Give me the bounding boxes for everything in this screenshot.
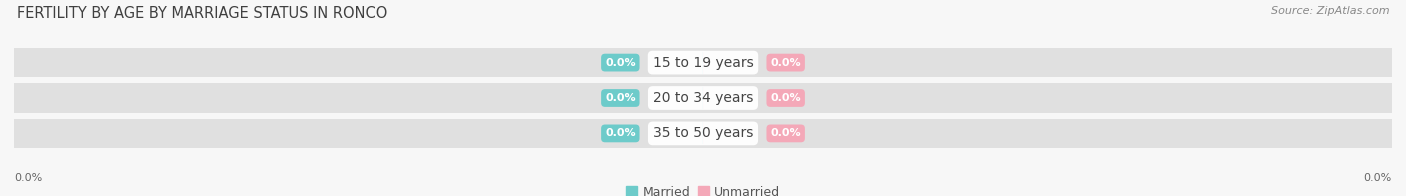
Text: 20 to 34 years: 20 to 34 years <box>652 91 754 105</box>
Text: 0.0%: 0.0% <box>605 128 636 138</box>
Text: 0.0%: 0.0% <box>1364 173 1392 183</box>
Text: 0.0%: 0.0% <box>605 58 636 68</box>
Text: FERTILITY BY AGE BY MARRIAGE STATUS IN RONCO: FERTILITY BY AGE BY MARRIAGE STATUS IN R… <box>17 6 387 21</box>
Bar <box>14 83 1392 113</box>
Text: Source: ZipAtlas.com: Source: ZipAtlas.com <box>1271 6 1389 16</box>
Text: 35 to 50 years: 35 to 50 years <box>652 126 754 140</box>
Text: 0.0%: 0.0% <box>770 58 801 68</box>
Text: 0.0%: 0.0% <box>605 93 636 103</box>
Text: 0.0%: 0.0% <box>770 93 801 103</box>
Legend: Married, Unmarried: Married, Unmarried <box>621 181 785 196</box>
Text: 15 to 19 years: 15 to 19 years <box>652 56 754 70</box>
Text: 0.0%: 0.0% <box>770 128 801 138</box>
Text: 0.0%: 0.0% <box>14 173 42 183</box>
Bar <box>14 48 1392 77</box>
Bar <box>14 119 1392 148</box>
